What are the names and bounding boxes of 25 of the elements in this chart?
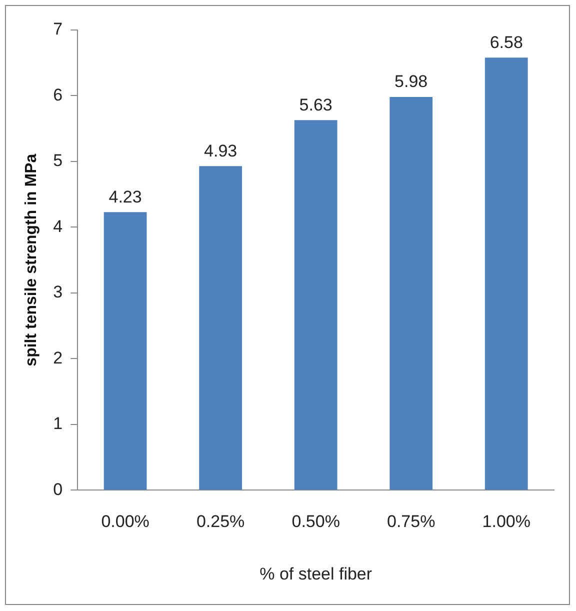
y-tick-label: 2 [53, 348, 63, 368]
bar [199, 166, 242, 490]
bar [484, 58, 528, 490]
y-tick-label: 4 [53, 216, 63, 236]
y-tick-label: 7 [53, 20, 63, 39]
y-tick-label: 3 [53, 282, 63, 302]
bar [294, 120, 338, 490]
y-tick-label: 6 [53, 85, 63, 104]
bar [390, 97, 433, 490]
bar [104, 212, 147, 490]
x-tick-label: 0.25% [196, 512, 245, 532]
x-tick-label: 0.50% [292, 512, 340, 532]
y-tick-label: 1 [53, 414, 63, 434]
data-label: 5.98 [394, 72, 428, 92]
y-axis-title: spilt tensile strength in MPa [23, 154, 40, 366]
data-label: 6.58 [490, 32, 523, 52]
x-tick-label: 0.00% [101, 512, 150, 532]
x-axis-title: % of steel fiber [260, 564, 372, 584]
data-label: 5.63 [299, 95, 332, 114]
data-label: 4.93 [204, 141, 238, 160]
x-tick-label: 0.75% [386, 512, 436, 532]
x-tick-label: 1.00% [482, 512, 530, 532]
data-label: 4.23 [108, 187, 142, 206]
y-tick-label: 0 [53, 480, 63, 499]
y-tick-label: 5 [53, 151, 63, 170]
